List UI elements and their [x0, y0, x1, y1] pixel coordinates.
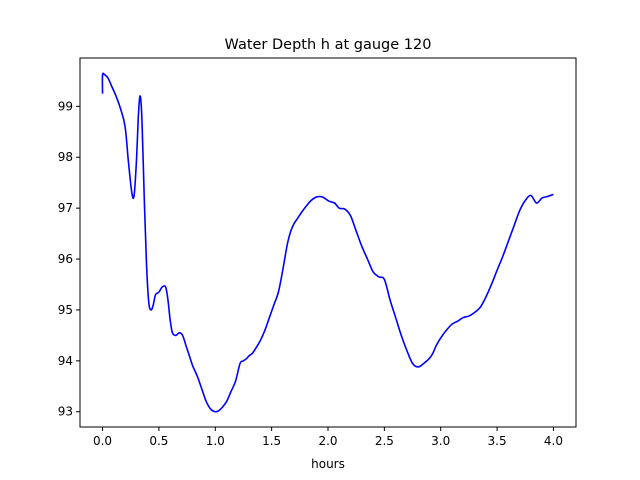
x-tick-label: 2.5 [375, 434, 394, 448]
x-tick-label: 1.5 [262, 434, 281, 448]
y-axis: 93 94 95 96 97 98 99 [58, 99, 80, 419]
y-tick-label: 97 [58, 201, 73, 215]
series-line-0 [101, 72, 554, 413]
x-tick-label: 2.0 [318, 434, 337, 448]
x-axis-label: hours [311, 457, 345, 471]
x-tick-label: 0.5 [149, 434, 168, 448]
y-tick-label: 96 [58, 252, 73, 266]
x-tick-label: 0.0 [93, 434, 112, 448]
y-tick-label: 95 [58, 303, 73, 317]
x-tick-label: 4.0 [544, 434, 563, 448]
x-tick-label: 1.0 [206, 434, 225, 448]
x-axis: 0.0 0.5 1.0 1.5 2.0 2.5 3.0 3.5 4.0 [93, 427, 563, 448]
x-tick-label: 3.0 [431, 434, 450, 448]
chart-title: Water Depth h at gauge 120 [225, 37, 432, 53]
y-tick-label: 99 [58, 99, 73, 113]
x-tick-label: 3.5 [488, 434, 507, 448]
y-tick-label: 93 [58, 405, 73, 419]
y-tick-label: 98 [58, 150, 73, 164]
y-tick-label: 94 [58, 354, 73, 368]
